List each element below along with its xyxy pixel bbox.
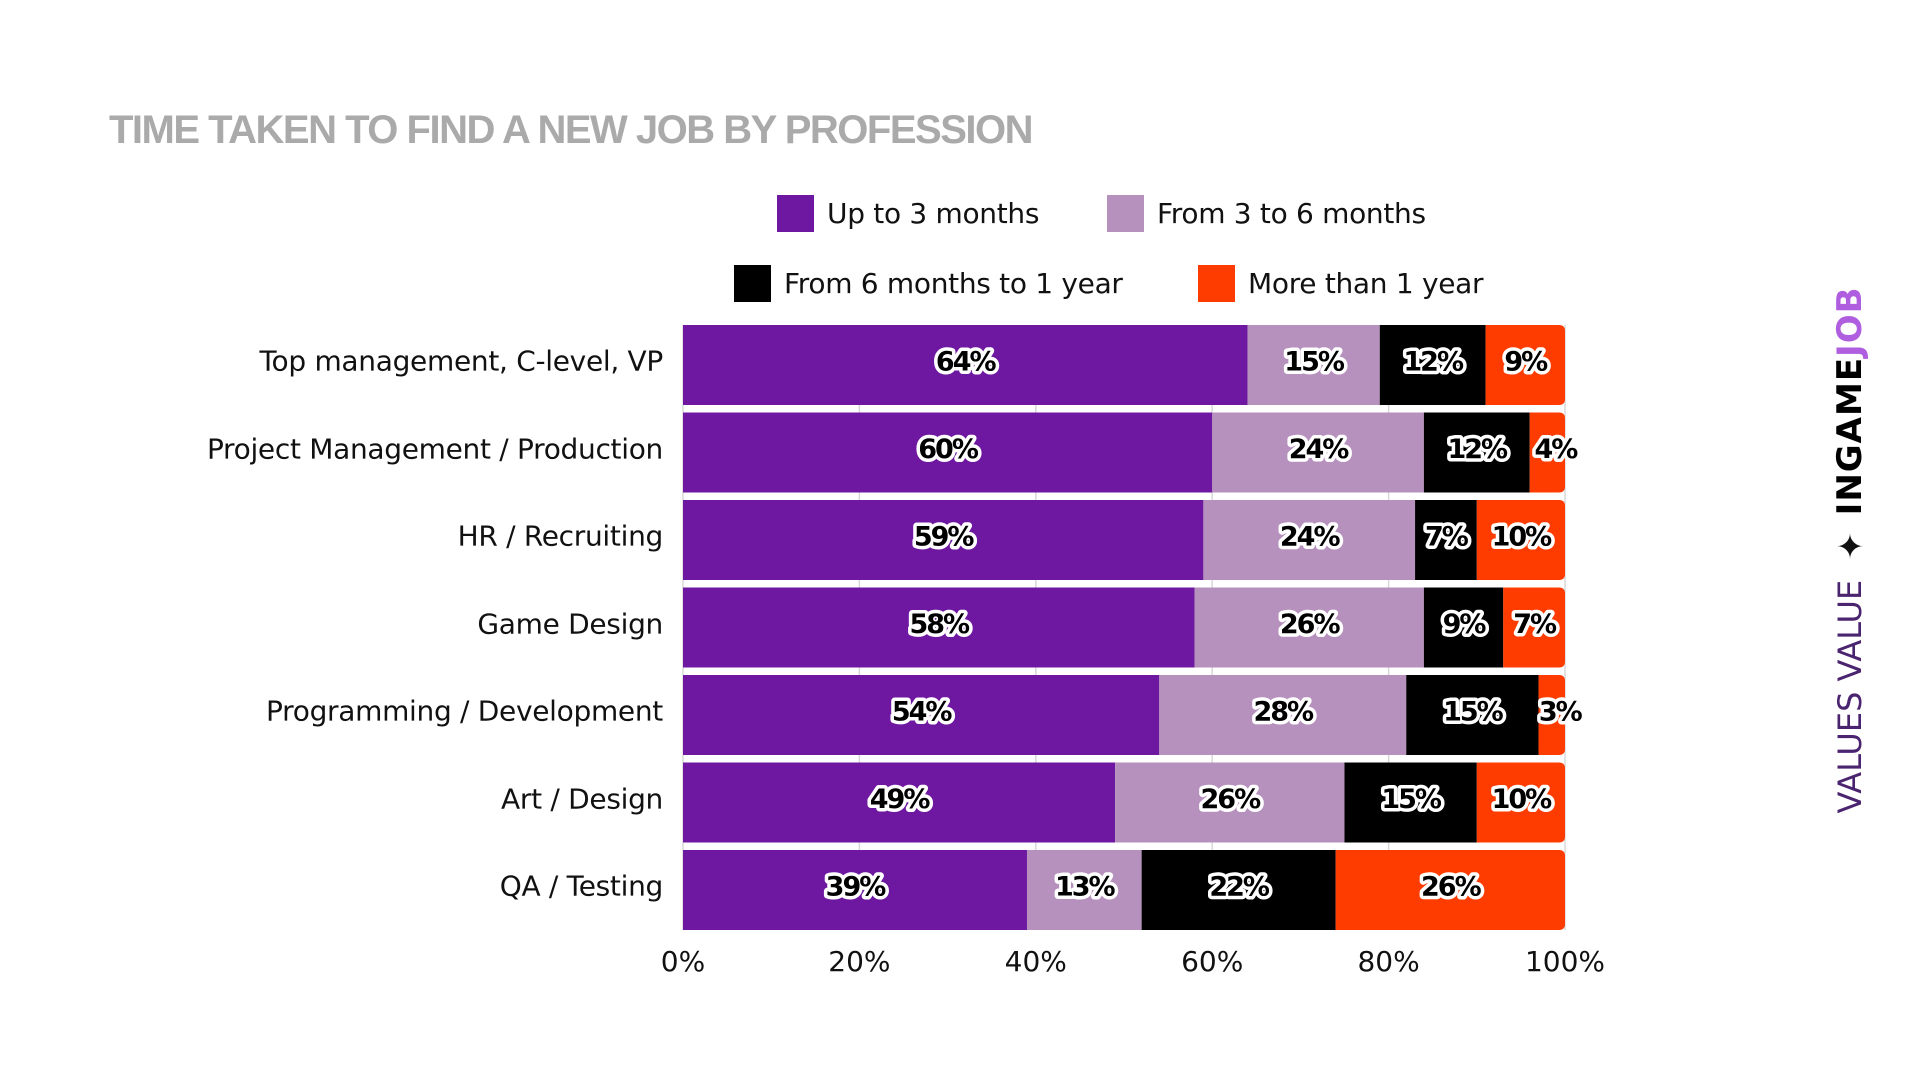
category-label: Project Management / Production — [206, 432, 663, 465]
x-tick-label: 100% — [1524, 945, 1606, 978]
brand-name-job: JOB — [1830, 286, 1870, 357]
data-label: 58% — [909, 609, 970, 640]
data-label: 4% — [1534, 434, 1578, 465]
data-label: 9% — [1443, 609, 1487, 640]
bar-segment — [683, 675, 1160, 755]
legend-item: From 3 to 6 months — [1107, 195, 1426, 232]
category-label: Game Design — [477, 607, 663, 640]
x-tick-label: 40% — [1004, 945, 1067, 978]
data-label: 59% — [914, 522, 975, 553]
legend-item: More than 1 year — [1198, 265, 1484, 302]
bar-segment — [1415, 500, 1477, 580]
data-label: 15% — [1443, 697, 1504, 728]
bar-segment — [683, 587, 1195, 668]
data-label: 24% — [1289, 434, 1350, 465]
category-label: Art / Design — [501, 782, 663, 815]
bar-segment — [1203, 500, 1416, 580]
data-label: 54% — [892, 697, 953, 728]
legend-item: Up to 3 months — [777, 195, 1039, 232]
data-label: 15% — [1381, 784, 1442, 815]
data-label: 26% — [1421, 872, 1482, 903]
legend-label: More than 1 year — [1248, 267, 1484, 300]
bar-segment — [1159, 675, 1407, 755]
data-label: 64% — [936, 347, 997, 378]
category-label: QA / Testing — [499, 869, 664, 903]
x-tick-label: 80% — [1357, 945, 1420, 978]
data-label: 24% — [1280, 522, 1341, 553]
brand-tagline: VALUES VALUE — [1831, 579, 1869, 814]
bar-segment — [1212, 412, 1424, 493]
bar-segment — [683, 412, 1213, 493]
legend-swatch — [1107, 195, 1144, 232]
data-label: 15% — [1284, 347, 1345, 378]
data-label: 12% — [1403, 347, 1464, 378]
category-label: Programming / Development — [266, 694, 663, 728]
bar-segment — [1379, 325, 1486, 405]
legend-swatch — [734, 265, 771, 302]
data-label: 7% — [1425, 522, 1469, 553]
chart-title: TIME TAKEN TO FIND A NEW JOB BY PROFESSI… — [109, 108, 1034, 152]
data-label: 26% — [1280, 609, 1341, 640]
category-label: HR / Recruiting — [457, 519, 664, 553]
brand-name-ingame: INGAME — [1830, 356, 1870, 516]
four-point-star-icon: ✦ — [1835, 528, 1865, 567]
bar-segment — [1141, 850, 1336, 930]
bar-segment — [1194, 587, 1424, 668]
bar-segment — [1503, 587, 1565, 668]
bar-segment — [1423, 587, 1504, 668]
bar-segment — [683, 325, 1248, 405]
bars — [683, 325, 1565, 930]
legend-swatch — [777, 195, 814, 232]
bar-segment — [683, 500, 1204, 580]
category-label: Top management, C-level, VP — [259, 344, 664, 378]
bar-segment — [1423, 412, 1530, 493]
data-labels: 64% 15% 12% 9% 60% 24% 12% 4% 59% 24% 7% 10% 58% 26% 9… — [822, 343, 1588, 906]
bar-segment — [683, 762, 1116, 843]
bar-segment — [1476, 500, 1565, 580]
bar-segment — [1406, 675, 1539, 755]
x-tick-label: 60% — [1181, 945, 1244, 978]
bar-segment — [1247, 325, 1380, 405]
data-label: 9% — [1504, 347, 1548, 378]
legend-label: From 6 months to 1 year — [784, 267, 1123, 300]
data-label: 60% — [918, 434, 979, 465]
bar-segment — [1538, 675, 1565, 755]
data-label: 7% — [1513, 609, 1557, 640]
bar-segment — [1115, 762, 1345, 843]
data-label: 26% — [1201, 784, 1262, 815]
bar-segment — [1344, 762, 1477, 843]
brand-logo: VALUES VALUE ✦ INGAME JOB — [1830, 286, 1870, 813]
bar-segment — [1485, 325, 1565, 405]
data-label: 10% — [1492, 784, 1553, 815]
bar-segment — [1026, 850, 1142, 930]
legend-label: From 3 to 6 months — [1157, 197, 1426, 230]
data-label: 28% — [1253, 697, 1314, 728]
bar-segment — [1476, 762, 1565, 843]
data-label: 3% — [1539, 697, 1583, 728]
data-label: 22% — [1209, 872, 1270, 903]
legend-item: From 6 months to 1 year — [734, 265, 1123, 302]
data-label: 12% — [1447, 434, 1508, 465]
bar-segment — [683, 850, 1027, 930]
x-tick-label: 20% — [828, 945, 891, 978]
data-label: 39% — [826, 872, 887, 903]
data-label: 10% — [1492, 522, 1553, 553]
bar-segment — [1335, 850, 1565, 930]
legend-label: Up to 3 months — [827, 197, 1040, 230]
legend-swatch — [1198, 265, 1235, 302]
data-label: 49% — [870, 784, 931, 815]
bar-segment — [1529, 412, 1565, 493]
data-label: 13% — [1055, 872, 1116, 903]
x-tick-label: 0% — [660, 945, 706, 978]
